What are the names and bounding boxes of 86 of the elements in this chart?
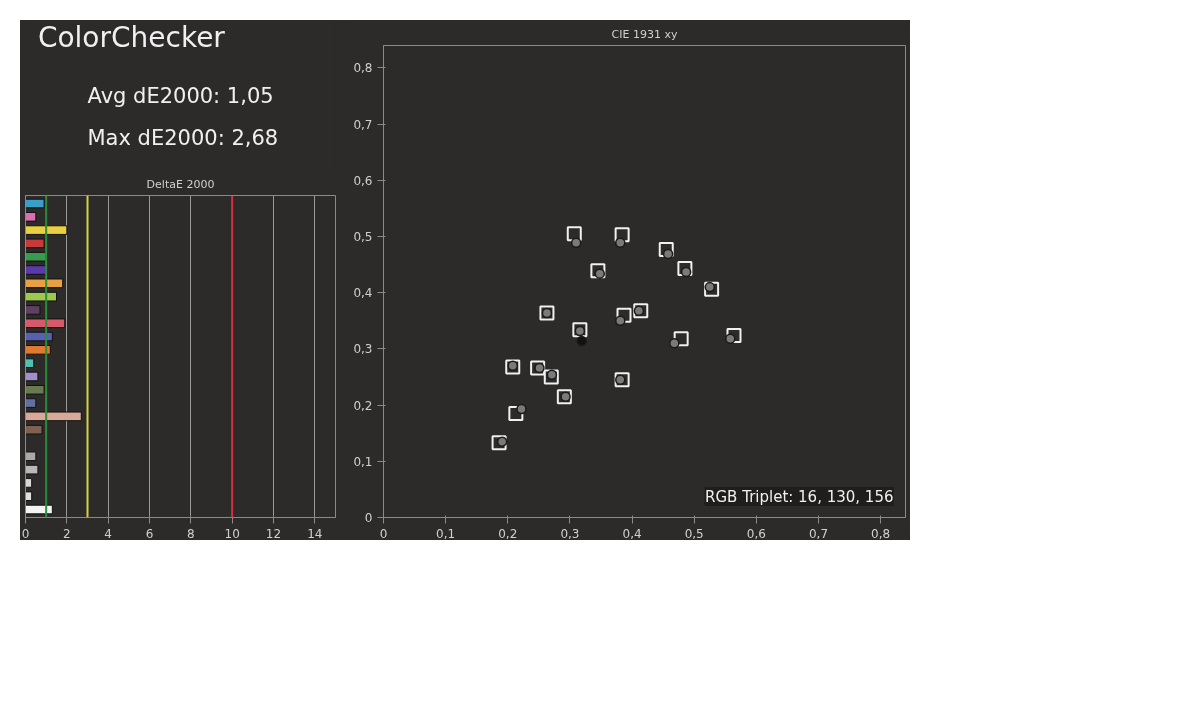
y-tick-label: 0,4	[353, 286, 373, 301]
bar	[25, 358, 35, 368]
point	[508, 406, 524, 422]
y-tick-label: 0,7	[353, 117, 373, 132]
y-tick-label: 0,2	[353, 398, 373, 413]
bar	[25, 238, 45, 249]
x-tick-label: 0,8	[871, 526, 891, 541]
x-tick-label: 0,1	[436, 526, 456, 541]
point	[662, 248, 674, 260]
y-tick-label: 0,5	[353, 230, 373, 245]
point	[677, 261, 693, 277]
x-tick-label: 0,3	[560, 526, 580, 541]
bar	[25, 211, 37, 222]
point	[530, 360, 546, 376]
bar	[25, 491, 33, 502]
point	[543, 369, 559, 385]
y-tick-label: 0,8	[353, 61, 373, 76]
point	[590, 263, 606, 279]
point	[534, 362, 545, 374]
point	[680, 266, 692, 278]
text: Avg dE2000: 1,05	[87, 83, 274, 108]
point	[673, 331, 689, 347]
bar	[25, 464, 39, 475]
point	[614, 227, 630, 243]
y-tick-label: 0,3	[353, 342, 373, 357]
point	[704, 281, 715, 293]
x-tick-label: 0,5	[684, 526, 704, 541]
x-tick-label: 0	[379, 526, 388, 541]
bar	[25, 371, 39, 382]
bar	[25, 278, 64, 289]
point	[615, 237, 626, 248]
point	[556, 389, 572, 405]
point	[615, 374, 626, 386]
chart-title: DeltaE 2000	[146, 177, 215, 191]
x-tick-label: 0,7	[808, 526, 829, 541]
y-tick-label: 0	[364, 511, 373, 525]
x-tick-label: 8	[187, 526, 195, 541]
y-tick-label: 0,1	[353, 454, 373, 469]
point	[546, 369, 558, 381]
x-tick-label: 10	[224, 526, 240, 541]
x-tick-label: 12	[265, 526, 282, 541]
bar	[25, 451, 37, 462]
bar	[25, 251, 47, 262]
bar	[25, 265, 47, 275]
point	[594, 268, 606, 279]
point	[614, 372, 630, 388]
bar	[25, 318, 66, 329]
bar	[25, 424, 43, 435]
point	[704, 281, 720, 297]
bar	[25, 331, 53, 342]
x-tick-label: 0,2	[498, 526, 518, 541]
point	[633, 303, 649, 319]
annotation: RGB Triplet: 16, 130, 156	[705, 487, 894, 506]
point	[669, 338, 680, 349]
x-tick-label: 6	[145, 526, 154, 541]
point	[570, 237, 582, 248]
bar	[25, 291, 57, 302]
point	[726, 327, 742, 343]
bar	[25, 225, 68, 235]
bar	[25, 478, 33, 488]
bar	[25, 384, 45, 395]
x-tick-label: 14	[307, 526, 323, 541]
bar	[25, 198, 45, 209]
point	[516, 403, 527, 415]
chart-title: CIE 1931 xy	[611, 27, 678, 41]
bar	[25, 398, 37, 408]
point	[576, 335, 587, 347]
point	[491, 435, 507, 451]
bar	[25, 305, 41, 315]
x-tick-label: 0,6	[746, 526, 766, 541]
point	[615, 315, 626, 327]
y-tick-label: 0,6	[353, 173, 373, 188]
point	[616, 307, 632, 323]
text: Max dE2000: 2,68	[87, 125, 279, 150]
x-tick-label: 2	[63, 526, 71, 541]
x-tick-label: 0	[21, 526, 30, 541]
point	[566, 226, 582, 242]
text: ColorChecker	[37, 20, 226, 54]
point	[633, 305, 645, 316]
bar	[25, 411, 82, 422]
point	[658, 241, 674, 257]
x-tick-label: 0,4	[622, 526, 642, 541]
bar	[25, 345, 51, 355]
x-tick-label: 4	[104, 526, 112, 541]
point	[725, 333, 736, 345]
point	[496, 436, 508, 447]
